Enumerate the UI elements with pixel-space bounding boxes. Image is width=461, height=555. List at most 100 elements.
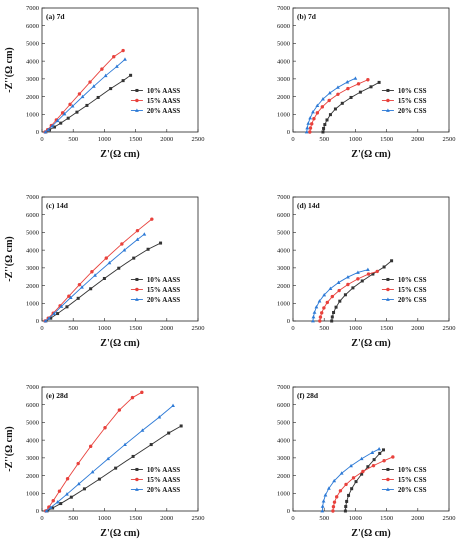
data-point (159, 241, 163, 245)
x-tick-label: 2000 (160, 325, 173, 332)
y-tick-label: 2000 (277, 94, 290, 101)
data-point (323, 493, 328, 497)
data-point (121, 79, 125, 83)
data-point (46, 127, 51, 132)
legend: 10% AASS 15% AASS 20% AASS (130, 466, 180, 494)
y-tick-label: 2000 (26, 94, 39, 101)
legend-entry: 15% AASS (147, 97, 180, 105)
data-point (100, 67, 104, 71)
plot-frame (292, 196, 450, 322)
x-tick-label: 1500 (380, 515, 393, 522)
data-point (65, 492, 69, 496)
data-point (102, 276, 106, 280)
data-point (344, 505, 348, 509)
data-point (130, 395, 135, 400)
data-point (76, 461, 80, 466)
data-point (358, 90, 362, 94)
data-point (55, 118, 60, 123)
data-point (70, 104, 75, 108)
x-tick-label: 2000 (411, 136, 424, 143)
data-point (317, 299, 322, 303)
x-tick-label: 1000 (349, 325, 362, 332)
data-point (377, 80, 381, 84)
data-point (356, 82, 361, 86)
y-tick-label: 4000 (277, 437, 290, 444)
legend-marker (135, 477, 139, 482)
y-tick-label: 4000 (26, 247, 39, 254)
data-point (343, 509, 347, 513)
data-point (150, 217, 154, 221)
legend-entry: 10% CSS (398, 87, 427, 95)
legend-entry: 20% AASS (147, 296, 180, 304)
data-series (343, 448, 385, 513)
y-tick-label: 4000 (26, 58, 39, 65)
x-tick-label: 1000 (349, 136, 362, 143)
legend-marker (135, 297, 139, 301)
legend-marker (135, 287, 139, 292)
x-tick-label: 2500 (443, 136, 456, 143)
legend-entry: 10% AASS (147, 87, 180, 95)
y-tick-label: 7000 (26, 194, 39, 201)
data-point (370, 450, 375, 454)
data-point (65, 477, 70, 481)
data-point (327, 91, 332, 95)
legend-marker (135, 108, 139, 112)
data-point (68, 295, 73, 300)
data-point (347, 493, 351, 497)
data-point (349, 463, 353, 468)
y-axis-label: -Z''(Ω cm) (4, 426, 15, 472)
x-axis-label: Z'(Ω cm) (351, 528, 390, 539)
data-point (51, 499, 55, 503)
data-point (80, 285, 84, 289)
y-tick-label: 7000 (277, 5, 290, 12)
data-point (351, 476, 356, 480)
x-tick-label: 2500 (192, 325, 205, 332)
y-tick-label: 0 (36, 129, 39, 136)
legend-entry: 20% CSS (398, 296, 427, 304)
y-tick-label: 1000 (277, 111, 290, 118)
y-tick-label: 2000 (26, 473, 39, 480)
data-point (59, 121, 63, 125)
legend-marker (386, 297, 390, 301)
data-point (332, 500, 337, 504)
data-point (333, 107, 337, 111)
data-point (353, 76, 358, 80)
y-tick-label: 3000 (277, 455, 290, 462)
data-point (372, 458, 376, 462)
plot-frame (292, 7, 450, 133)
data-point (366, 465, 370, 469)
data-point (308, 116, 313, 120)
x-tick-label: 500 (68, 325, 78, 332)
panel-label: (c) 14d (46, 201, 69, 210)
y-tick-label: 6000 (26, 212, 39, 219)
data-point (354, 480, 358, 484)
data-point (332, 310, 336, 314)
data-point (121, 48, 125, 53)
y-tick-label: 5000 (277, 41, 290, 48)
data-point (59, 502, 63, 506)
y-tick-label: 2000 (277, 283, 290, 290)
data-point (112, 55, 116, 59)
data-point (310, 122, 314, 126)
data-point (312, 117, 316, 121)
data-point (322, 292, 327, 297)
data-point (85, 103, 89, 107)
y-tick-label: 5000 (26, 420, 39, 427)
data-point (311, 109, 315, 114)
data-point (77, 282, 82, 287)
data-point (67, 294, 71, 298)
data-point (167, 431, 171, 435)
data-point (349, 95, 353, 99)
legend-entry: 15% CSS (398, 97, 427, 105)
y-tick-label: 3000 (277, 76, 290, 83)
data-point (82, 487, 86, 491)
x-axis-label: Z'(Ω cm) (100, 528, 139, 539)
data-point (391, 455, 395, 459)
data-point (49, 316, 53, 320)
data-point (90, 270, 94, 274)
y-tick-label: 5000 (26, 230, 39, 237)
x-axis-label: Z'(Ω cm) (100, 338, 139, 349)
legend-entry: 20% CSS (398, 107, 427, 115)
data-point (360, 472, 364, 476)
